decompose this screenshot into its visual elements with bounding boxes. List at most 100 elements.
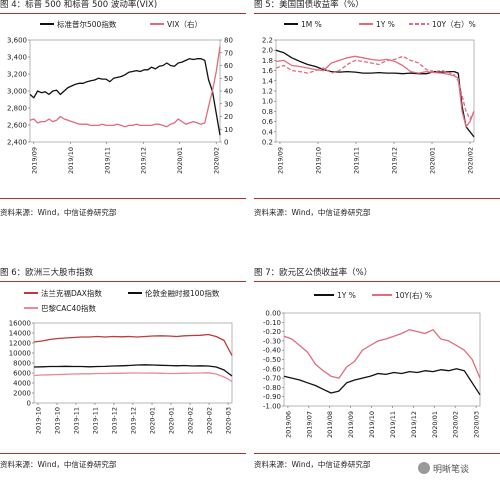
x-tick-label: 2019/09 (347, 411, 355, 438)
series-line (275, 55, 475, 120)
y-tick-label: 3,200 (7, 71, 27, 79)
x-tick-label: 2020/01 (431, 411, 439, 438)
y-tick-label: 1.6 (262, 67, 274, 75)
y-tick-label: -0.70 (263, 375, 281, 383)
y2-tick-label: 50 (224, 75, 233, 83)
series-line (29, 46, 221, 128)
series-line (275, 55, 475, 128)
y-tick-label: 0.2 (262, 139, 273, 147)
y-tick-label: 2,800 (7, 105, 27, 113)
y-tick-label: 2,400 (7, 139, 27, 147)
watermark: 明晰笔谈 (418, 462, 469, 475)
y-tick-label: 14000 (9, 330, 31, 338)
line-chart: 0 2000 4000 6000 8000 10000 12000 14000 16000 201… (9, 288, 233, 434)
source-divider (0, 198, 246, 199)
x-tick-label: 2019/10 (314, 147, 322, 174)
y-tick-label: -0.60 (263, 365, 281, 373)
y-tick-label: 4000 (13, 380, 31, 388)
y-tick-label: 2,600 (7, 122, 27, 130)
chart-panel-europe-indices: 图 6：欧洲三大股市指数 0 2000 4000 6000 8000 10000 12000… (0, 268, 246, 487)
title-divider (254, 281, 500, 282)
y-tick-label: 0.4 (262, 128, 274, 136)
x-tick-label: 2019-11 (91, 407, 99, 434)
x-tick-label: 2019/09 (276, 147, 284, 174)
legend-label: 标准普尔500指数 (57, 19, 117, 29)
plot-frame (275, 39, 475, 143)
y-tick-label: 2.2 (262, 37, 273, 45)
x-tick-label: 2019/11 (389, 411, 397, 438)
y-tick-label: -1.00 (263, 403, 281, 411)
x-tick-label: 2020-02 (187, 407, 195, 434)
y-tick-label: -0.20 (263, 328, 281, 336)
y2-tick-label: 60 (224, 62, 233, 70)
series-line (275, 49, 475, 138)
legend-label: 巴黎CAC40指数 (41, 303, 97, 313)
y2-tick-label: 10 (224, 126, 233, 134)
title-divider (0, 13, 246, 14)
panel-title: 图 7：欧元区公债收益率（%） (254, 268, 373, 278)
x-tick-label: 2020/01 (176, 147, 184, 174)
line-chart: 0.2 0.4 0.6 0.8 1.0 1.2 1.4 1.6 1.8 2.0 2.2 2019/09… (262, 19, 476, 174)
y-tick-label: 0 (27, 400, 31, 408)
y2-tick-label: 20 (224, 113, 233, 121)
series-line (283, 368, 481, 396)
chart-panel-us-treasury: 图 5：美国国债收益率（%） 0.2 0.4 0.6 0.8 1.0 1.2 1.4 1.6 1… (254, 0, 500, 235)
source-divider (0, 453, 246, 454)
source-note: 资料来源：Wind，中信证券研究部 (0, 460, 117, 469)
y-tick-label: -0.80 (263, 384, 281, 392)
panel-title: 图 6：欧洲三大股市指数 (0, 268, 94, 278)
x-tick-label: 2019-10 (34, 407, 42, 434)
y-tick-label: 1.8 (262, 57, 273, 65)
series-line (33, 364, 233, 377)
panel-title: 图 4：标普 500 和标普 500 波动率(VIX) (0, 0, 158, 10)
x-tick-label: 2020-02 (206, 407, 214, 434)
legend-label: 1Y % (376, 20, 395, 29)
x-tick-label: 2019/11 (103, 147, 111, 174)
chart-panel-sp500-vix: 图 4：标普 500 和标普 500 波动率(VIX) 2,400 2,600 2,… (0, 0, 246, 235)
x-tick-label: 2020-01 (149, 407, 157, 434)
x-tick-label: 2020/02 (213, 147, 221, 174)
x-tick-label: 2019/12 (391, 147, 399, 174)
source-divider (254, 453, 500, 454)
x-tick-label: 2019/08 (326, 411, 334, 438)
y-tick-label: -0.10 (263, 319, 281, 327)
y2-tick-label: 70 (224, 49, 233, 57)
y-tick-label: 3,000 (7, 88, 27, 96)
legend-label: VIX（右） (167, 19, 202, 29)
y-tick-label: 0.8 (262, 108, 273, 116)
legend-label: 伦敦金融时报100指数 (145, 288, 220, 298)
chart-panel-euro-bonds: 图 7：欧元区公债收益率（%） 0.00 -0.10 -0.20 -0.30 -0.40… (254, 268, 500, 487)
x-tick-label: 2019/12 (140, 147, 148, 174)
y-tick-label: 1.0 (262, 98, 273, 106)
y-tick-label: 2.0 (262, 47, 273, 55)
watermark-text: 明晰笔谈 (433, 465, 470, 475)
y-tick-label: 3,400 (7, 54, 27, 62)
legend-label: 1Y % (337, 291, 356, 300)
y-tick-label: -0.90 (263, 393, 281, 401)
title-divider (0, 281, 246, 282)
legend-label: 1M % (301, 20, 322, 29)
x-tick-label: 2020-03 (225, 407, 233, 434)
x-tick-label: 2019/09 (30, 147, 38, 174)
x-tick-label: 2019/12 (410, 411, 418, 438)
legend-label: 10Y（右）% (432, 19, 476, 29)
title-divider (254, 13, 500, 14)
x-tick-label: 2020/01 (429, 147, 437, 174)
y-tick-label: 10000 (9, 350, 31, 358)
plot-frame (283, 312, 481, 407)
wechat-icon (418, 462, 430, 474)
y-tick-label: -0.30 (263, 337, 281, 345)
x-tick-label: 2019-10 (53, 407, 61, 434)
y2-tick-label: 0 (224, 139, 228, 147)
legend-label: 法兰克福DAX指数 (41, 288, 102, 298)
source-note: 资料来源：Wind，中信证券研究部 (0, 208, 117, 217)
x-tick-label: 2019-11 (72, 407, 80, 434)
panel-title: 图 5：美国国债收益率（%） (254, 0, 364, 10)
x-tick-label: 2019-12 (130, 407, 138, 434)
y-tick-label: 12000 (9, 340, 31, 348)
x-tick-label: 2019/10 (368, 411, 376, 438)
y-tick-label: 1.4 (262, 77, 274, 85)
series-line (29, 58, 221, 136)
source-divider (254, 198, 500, 199)
x-tick-label: 2019/06 (284, 411, 292, 438)
